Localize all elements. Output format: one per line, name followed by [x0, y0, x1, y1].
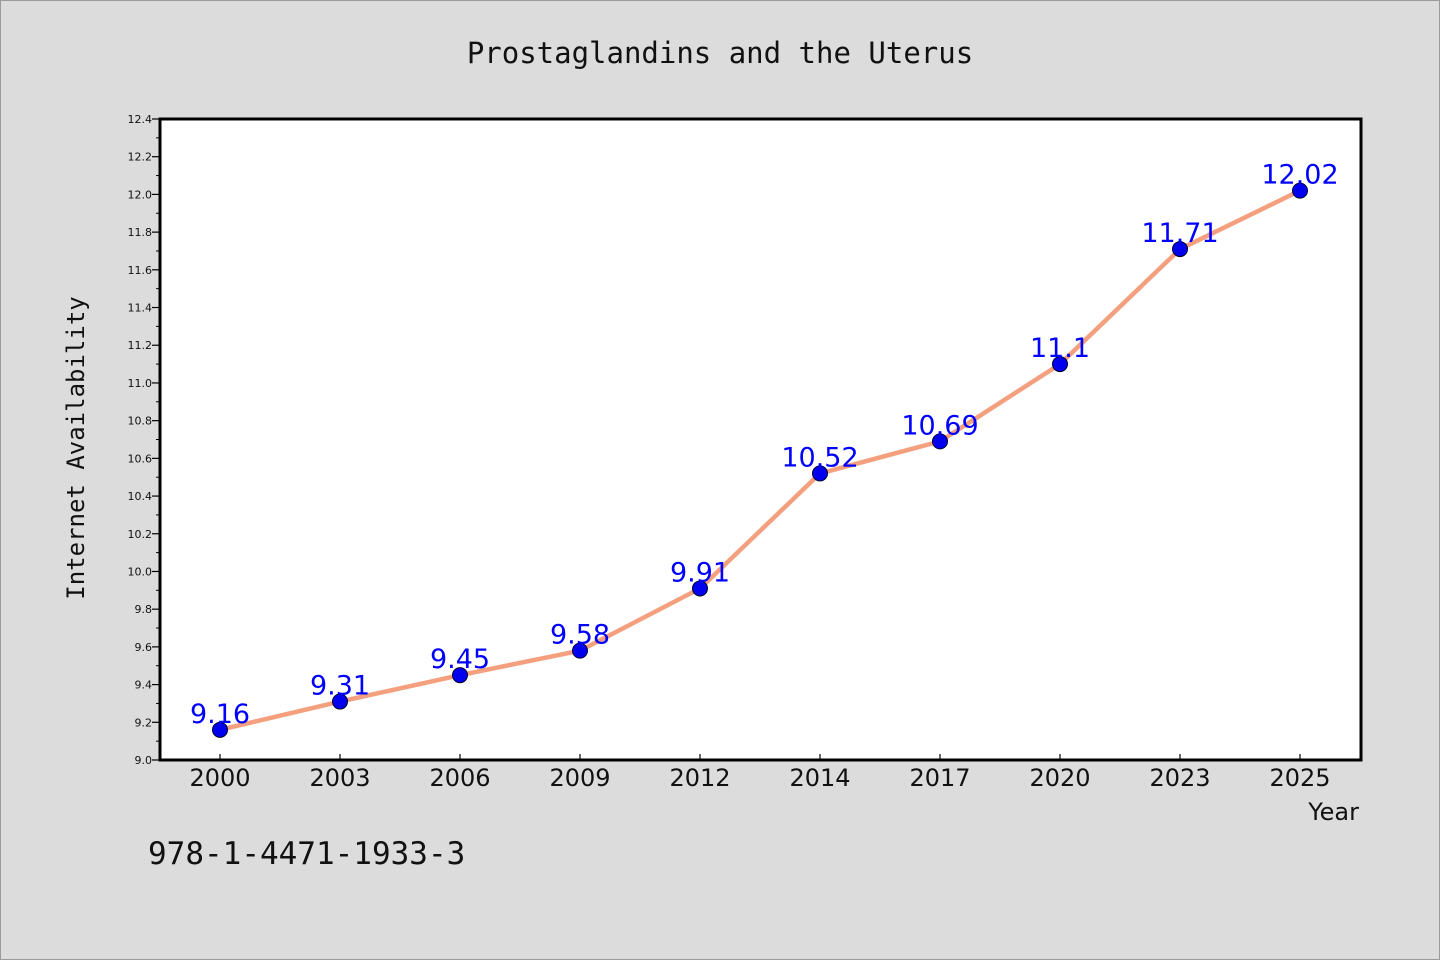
data-point	[1052, 356, 1068, 373]
y-tick-label: 10.8	[128, 415, 153, 428]
data-label: 11.1	[1030, 333, 1090, 364]
series-layer	[212, 182, 1308, 738]
x-tick-label: 2009	[549, 764, 610, 792]
data-point	[1292, 182, 1308, 199]
x-tick-label: 2025	[1269, 764, 1330, 792]
y-tick-label: 12.2	[128, 151, 153, 164]
y-tick-label: 10.6	[128, 452, 153, 465]
data-label: 9.58	[550, 620, 610, 651]
x-axis-label: Year	[1307, 798, 1359, 826]
x-tick-label: 2006	[429, 764, 490, 792]
data-point	[812, 465, 828, 482]
data-label: 10.52	[781, 442, 858, 473]
data-point	[932, 433, 948, 450]
x-tick-label: 2023	[1149, 764, 1210, 792]
data-point	[692, 580, 708, 597]
isbn-text: 978-1-4471-1933-3	[148, 836, 465, 872]
y-tick-label: 9.4	[135, 679, 153, 692]
y-tick-label: 12.4	[128, 113, 153, 126]
y-tick-label: 11.8	[128, 226, 153, 239]
data-label: 9.45	[430, 644, 490, 675]
data-label: 9.16	[190, 699, 250, 730]
y-axis-label: Internet Availability	[62, 296, 90, 599]
x-tick-label: 2014	[789, 764, 850, 792]
data-point	[212, 721, 228, 738]
data-label: 11.71	[1141, 218, 1218, 249]
data-label: 9.91	[670, 557, 730, 588]
data-label: 10.69	[901, 410, 978, 441]
y-axis: 9.0 9.2 9.4 9.6 9.8 10.0 10.2 10.4 10.6 10.8 11.0 1…	[128, 113, 160, 767]
chart-title: Prostaglandins and the Uterus	[467, 36, 973, 70]
data-point	[452, 667, 468, 684]
x-tick-label: 2000	[189, 764, 250, 792]
x-tick-label: 2017	[909, 764, 970, 792]
data-point	[1172, 241, 1188, 258]
y-tick-label: 11.6	[128, 264, 153, 277]
plot-area	[158, 117, 1363, 762]
y-tick-label: 12.0	[128, 188, 153, 201]
y-tick-label: 10.4	[128, 490, 153, 503]
y-tick-label: 10.0	[128, 565, 153, 578]
y-tick-label: 9.2	[135, 716, 153, 729]
x-tick-label: 2003	[309, 764, 370, 792]
data-label: 12.02	[1261, 160, 1338, 191]
y-tick-label: 11.2	[128, 339, 153, 352]
series-line	[217, 188, 1303, 733]
x-tick-label: 2012	[669, 764, 730, 792]
y-tick-label: 11.4	[128, 302, 153, 315]
data-labels: 9.16 9.31 9.45 9.58 9.91 10.52 10.69 11.1 11.71 1…	[190, 160, 1339, 730]
x-axis: 2000 2003 2006 2009 2012 2014 2017 2020 2023 2025	[189, 754, 1331, 792]
data-point	[332, 693, 348, 710]
x-tick-label: 2020	[1029, 764, 1090, 792]
y-tick-label: 9.0	[135, 754, 153, 767]
y-tick-label: 9.8	[135, 603, 153, 616]
y-tick-label: 9.6	[135, 641, 153, 654]
data-point	[572, 642, 588, 659]
y-tick-label: 11.0	[128, 377, 153, 390]
data-label: 9.31	[310, 671, 370, 702]
y-tick-label: 10.2	[128, 528, 153, 541]
